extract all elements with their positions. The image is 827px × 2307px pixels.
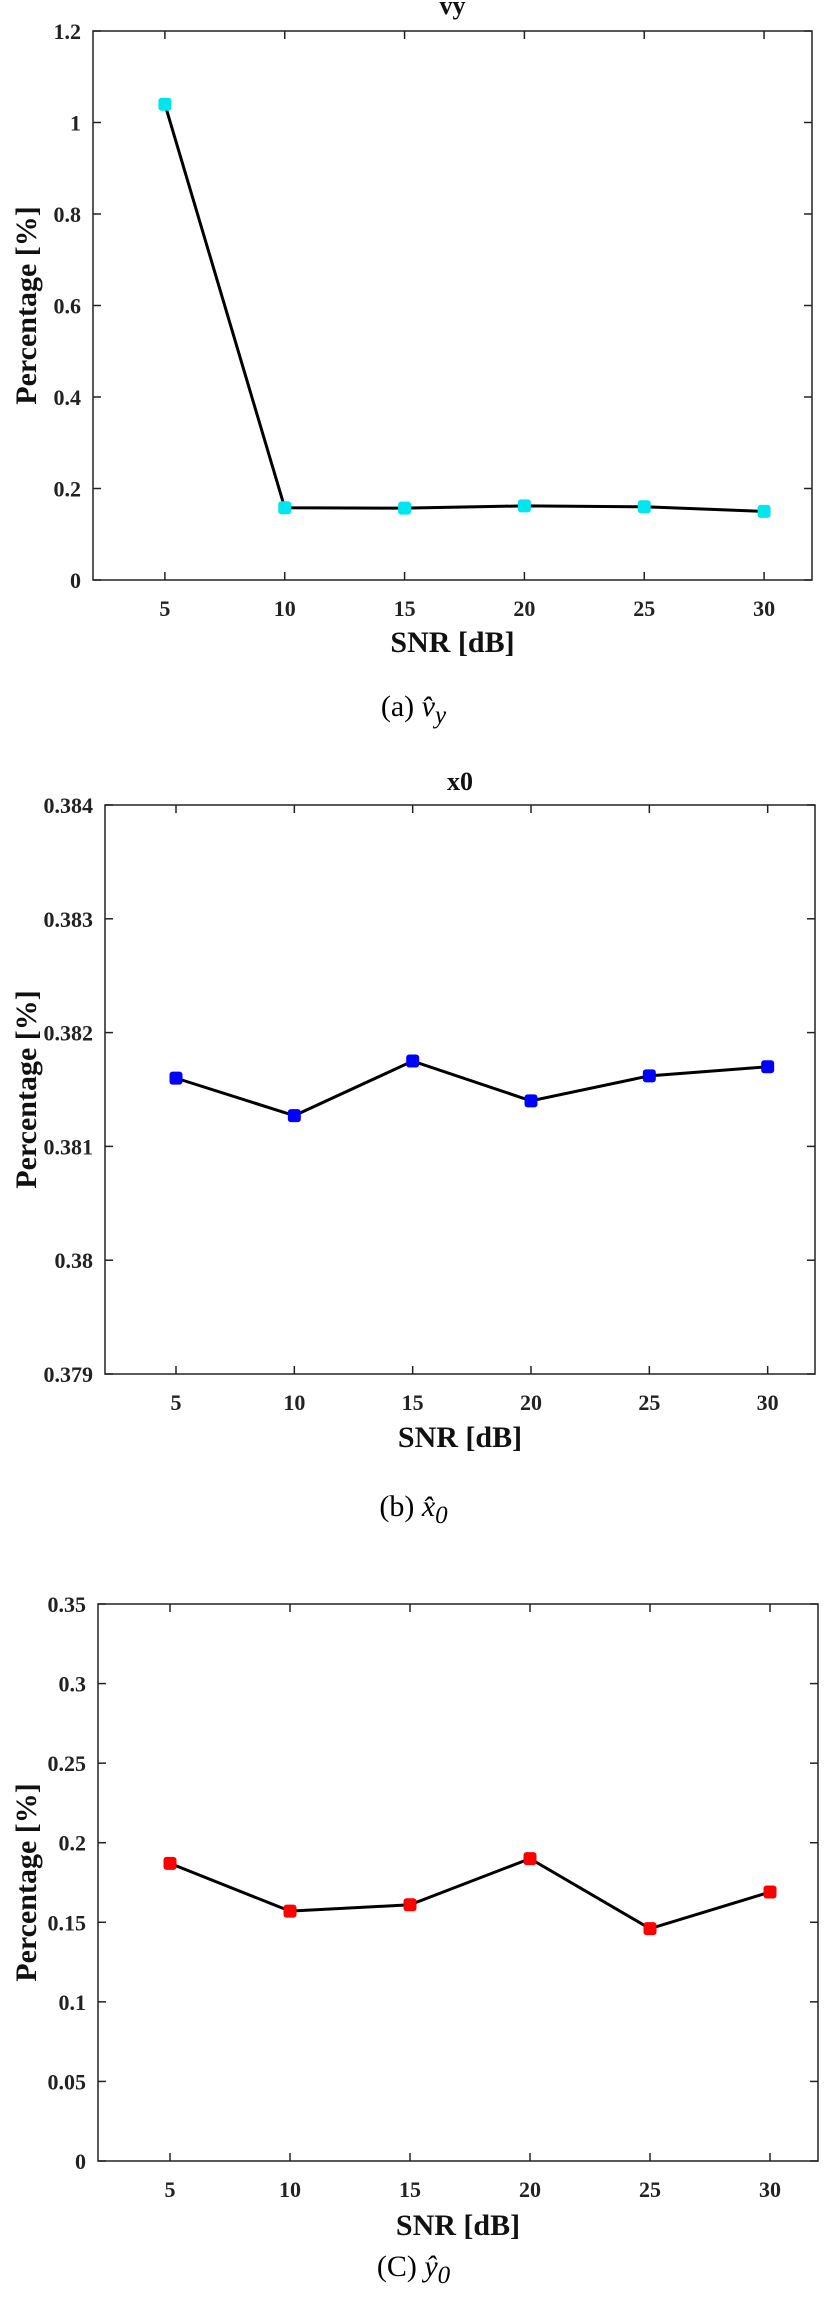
y-axis-label: Percentage [%]	[10, 1783, 43, 1982]
x-tick-label: 10	[283, 1390, 305, 1415]
y-tick-label: 0	[75, 2149, 86, 2174]
series-line	[175, 1059, 768, 1118]
caption-subscript: y	[435, 702, 447, 729]
x-tick-label: 20	[520, 1390, 542, 1415]
x-tick-label: 5	[165, 2177, 176, 2202]
x-tick-label: 30	[759, 2177, 781, 2202]
y-tick-label: 0.2	[54, 477, 82, 502]
data-point	[406, 1054, 420, 1068]
x-tick-label: 20	[519, 2177, 541, 2202]
y-tick-label: 0.38	[55, 1248, 94, 1273]
panel-x0: 0.379 0.38 0.381 0.382 0.383 0.384 5 10 15 20 25 30…	[0, 767, 827, 1530]
x-tick-label: 25	[638, 1390, 660, 1415]
caption-symbol: v̂	[421, 690, 435, 723]
x-tick-label: 25	[633, 596, 655, 621]
x-tick-label: 10	[279, 2177, 301, 2202]
y-tick-label: 0.25	[48, 1751, 87, 1776]
x-tick-label: 25	[639, 2177, 661, 2202]
y-tick-label: 1.2	[54, 19, 82, 44]
chart-vy: 0 0.2 0.4 0.6 0.8 1 1.2 5 10 15 20 25 30 SNR [dB] Perc…	[10, 0, 813, 659]
x-tick-label: 30	[753, 596, 775, 621]
caption-label: (b)	[379, 1490, 415, 1523]
data-point	[283, 1904, 297, 1918]
data-point	[523, 1852, 537, 1866]
y-tick-label: 0.15	[48, 1910, 87, 1935]
caption-symbol: ŷ	[424, 2250, 438, 2283]
caption-c: (C) ŷ0	[0, 2250, 827, 2290]
y-axis-label: Percentage [%]	[10, 206, 43, 405]
x-tick-label: 15	[394, 596, 416, 621]
plot-frame	[104, 804, 816, 1375]
data-point	[643, 1922, 657, 1936]
data-point	[517, 499, 531, 513]
y-tick-label: 0	[70, 568, 81, 593]
data-point	[761, 1060, 775, 1074]
chart-y0: 0 0.05 0.1 0.15 0.2 0.25 0.3 0.35 5 10 15 20 25 30 SNR…	[10, 1592, 819, 2242]
x-axis-label: SNR [dB]	[398, 1421, 522, 1454]
y-tick-label: 0.35	[48, 1592, 87, 1617]
y-tick-label: 0.382	[44, 1021, 94, 1046]
data-point	[637, 500, 651, 514]
y-tick-label: 0.1	[59, 1990, 87, 2015]
caption-b: (b) x̂0	[0, 1490, 827, 1530]
x-tick-label: 20	[513, 596, 535, 621]
series-line	[163, 103, 765, 513]
caption-label: (C)	[376, 2250, 417, 2283]
data-point	[757, 504, 771, 518]
chart-title: vy	[440, 0, 466, 20]
caption-a: (a) v̂y	[0, 690, 827, 730]
chart-title: x0	[447, 767, 473, 796]
plot-frame	[97, 1603, 819, 2162]
y-tick-label: 0.383	[44, 907, 94, 932]
caption-label: (a)	[380, 690, 415, 723]
data-point	[398, 501, 412, 515]
x-axis-label: SNR [dB]	[390, 626, 514, 659]
data-point	[642, 1069, 656, 1083]
data-point	[524, 1094, 538, 1108]
y-tick-label: 0.6	[54, 294, 82, 319]
y-tick-label: 0.4	[54, 385, 82, 410]
y-tick-label: 0.381	[44, 1134, 94, 1159]
x-tick-label: 5	[159, 596, 170, 621]
data-point	[163, 1856, 177, 1870]
caption-subscript: 0	[437, 2262, 451, 2289]
y-tick-label: 0.05	[48, 2069, 87, 2094]
x-axis-label: SNR [dB]	[396, 2209, 520, 2242]
data-point	[158, 97, 172, 111]
data-point	[763, 1885, 777, 1899]
chart-x0: 0.379 0.38 0.381 0.382 0.383 0.384 5 10 15 20 25 30…	[10, 767, 816, 1454]
y-tick-label: 0.8	[54, 202, 82, 227]
panel-vy: 0 0.2 0.4 0.6 0.8 1 1.2 5 10 15 20 25 30 SNR [dB] Perc…	[0, 0, 827, 760]
x-tick-label: 15	[399, 2177, 421, 2202]
caption-symbol: x̂	[421, 1490, 436, 1523]
y-tick-label: 0.2	[59, 1831, 87, 1856]
series-line	[169, 1856, 771, 1931]
y-tick-label: 0.384	[44, 793, 94, 818]
data-point	[169, 1071, 183, 1085]
x-tick-label: 15	[402, 1390, 424, 1415]
data-point	[403, 1898, 417, 1912]
y-axis-label: Percentage [%]	[10, 990, 43, 1189]
data-point	[287, 1109, 301, 1123]
x-tick-label: 10	[274, 596, 296, 621]
y-tick-label: 0.3	[59, 1672, 87, 1697]
caption-subscript: 0	[435, 1502, 448, 1529]
x-tick-label: 30	[757, 1390, 779, 1415]
data-point	[278, 501, 292, 515]
y-tick-label: 0.379	[44, 1362, 94, 1387]
x-tick-label: 5	[171, 1390, 182, 1415]
y-tick-label: 1	[70, 111, 81, 136]
